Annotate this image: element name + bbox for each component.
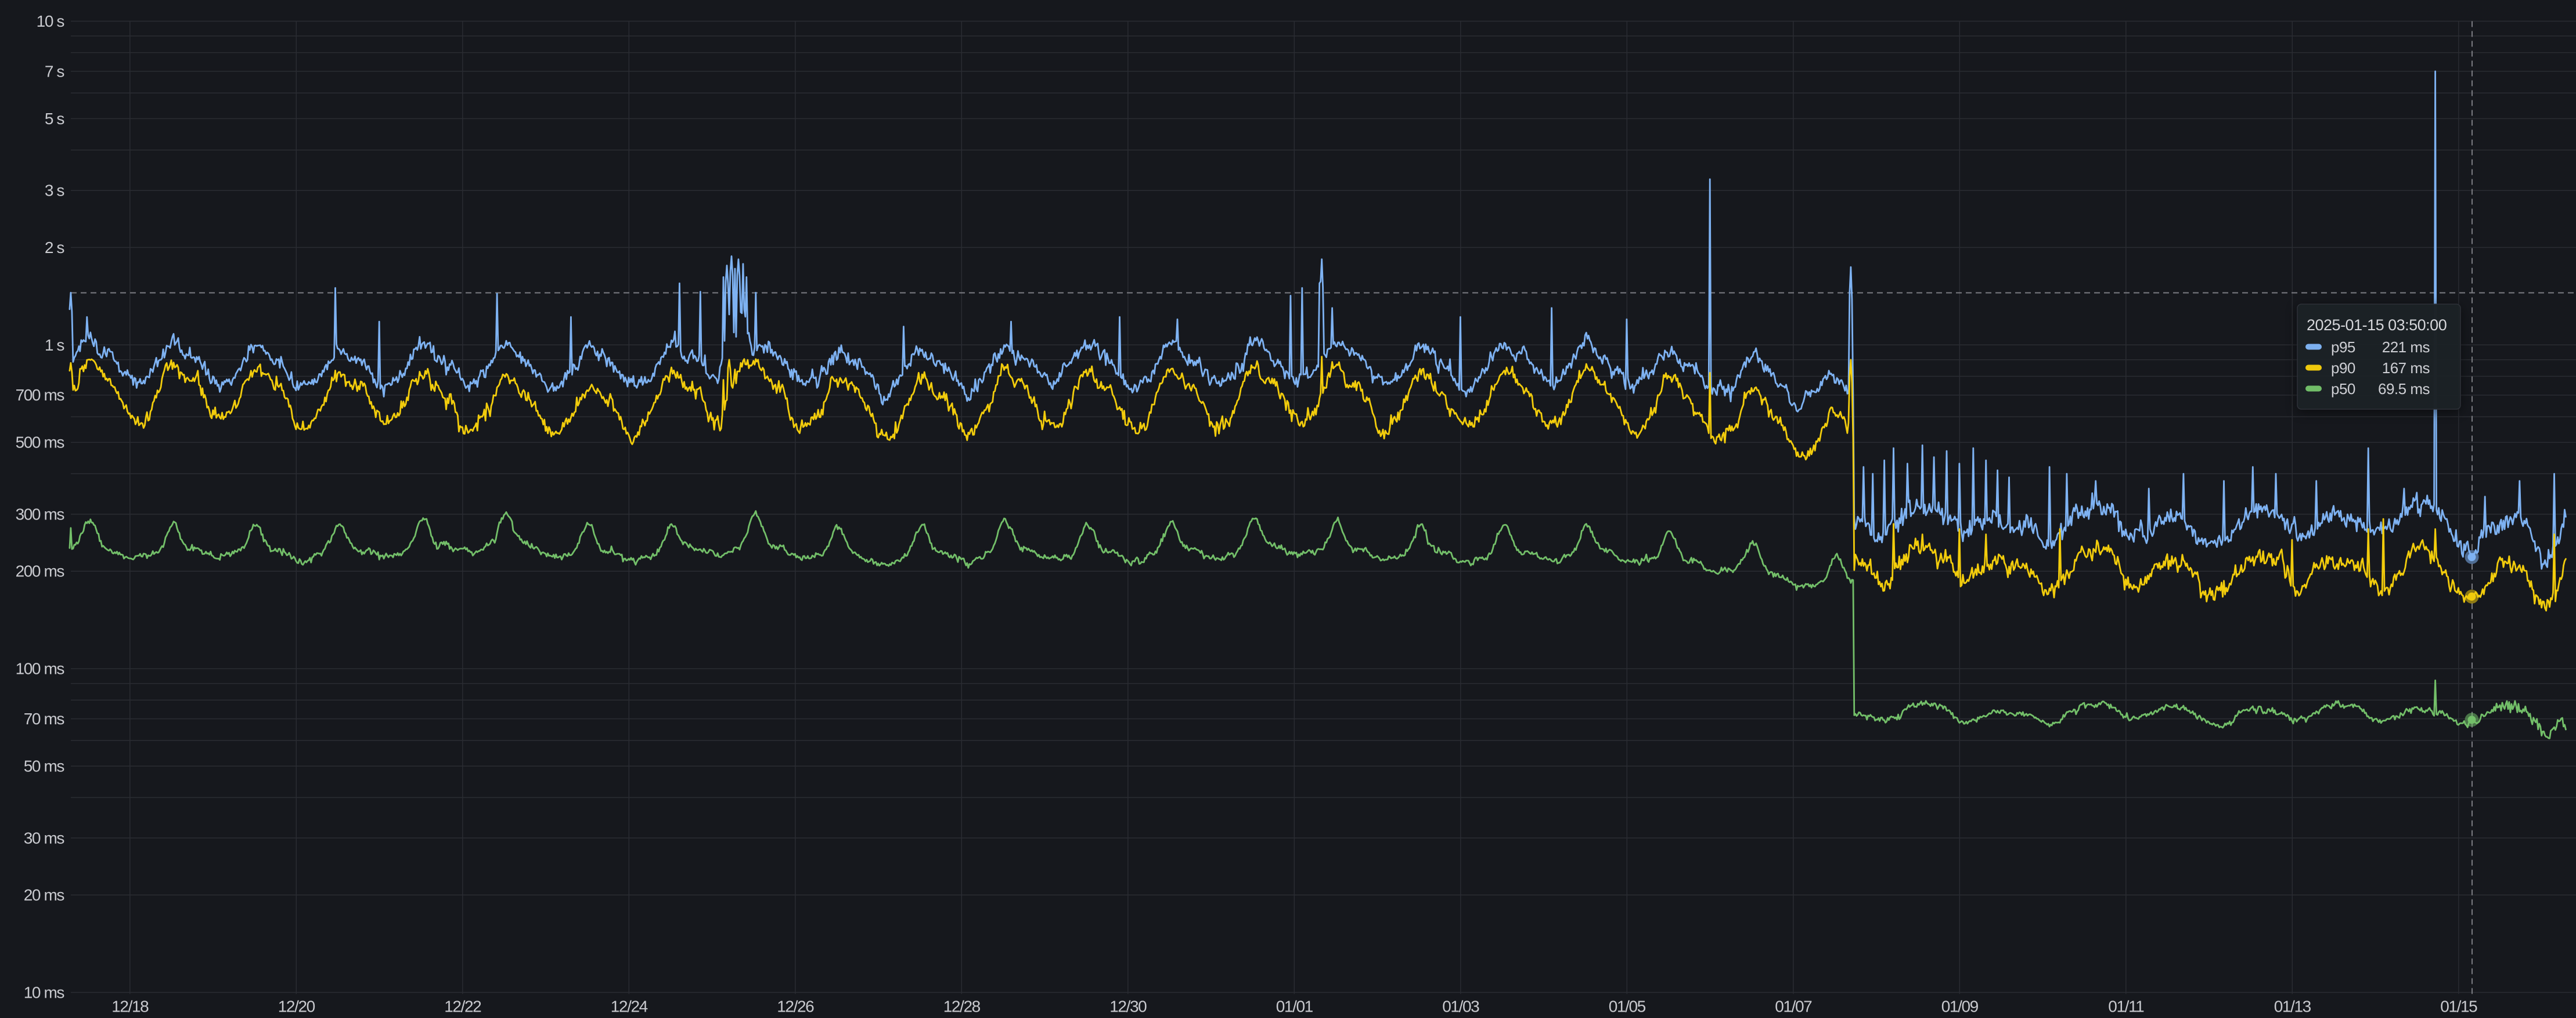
svg-text:12/20: 12/20 — [278, 998, 315, 1016]
svg-text:12/18: 12/18 — [111, 998, 149, 1016]
svg-text:2025-01-15 03:50:00: 2025-01-15 03:50:00 — [2307, 316, 2447, 334]
svg-text:01/05: 01/05 — [1609, 998, 1646, 1016]
svg-text:100 ms: 100 ms — [16, 660, 64, 678]
svg-text:01/07: 01/07 — [1775, 998, 1812, 1016]
svg-text:167 ms: 167 ms — [2382, 359, 2430, 377]
svg-text:200 ms: 200 ms — [16, 562, 64, 580]
svg-text:01/01: 01/01 — [1276, 998, 1313, 1016]
svg-text:1 s: 1 s — [45, 336, 64, 354]
svg-text:69.5 ms: 69.5 ms — [2378, 380, 2430, 398]
svg-text:300 ms: 300 ms — [16, 506, 64, 524]
svg-text:12/28: 12/28 — [943, 998, 981, 1016]
svg-text:01/13: 01/13 — [2274, 998, 2311, 1016]
svg-text:221 ms: 221 ms — [2382, 338, 2430, 356]
svg-text:01/03: 01/03 — [1442, 998, 1479, 1016]
svg-text:700 ms: 700 ms — [16, 386, 64, 404]
svg-text:70 ms: 70 ms — [24, 710, 64, 728]
svg-text:p90: p90 — [2331, 359, 2355, 377]
svg-text:p95: p95 — [2331, 338, 2355, 356]
svg-text:12/30: 12/30 — [1109, 998, 1147, 1016]
svg-text:12/22: 12/22 — [444, 998, 481, 1016]
svg-text:3 s: 3 s — [45, 182, 64, 200]
svg-text:20 ms: 20 ms — [24, 886, 64, 904]
svg-text:2 s: 2 s — [45, 239, 64, 257]
svg-text:5 s: 5 s — [45, 110, 64, 128]
svg-text:500 ms: 500 ms — [16, 434, 64, 452]
svg-text:12/26: 12/26 — [777, 998, 814, 1016]
svg-text:p50: p50 — [2331, 380, 2355, 398]
svg-text:50 ms: 50 ms — [24, 757, 64, 775]
svg-text:01/15: 01/15 — [2440, 998, 2477, 1016]
svg-text:10 s: 10 s — [37, 12, 64, 30]
svg-text:12/24: 12/24 — [611, 998, 648, 1016]
svg-text:01/09: 01/09 — [1941, 998, 1979, 1016]
svg-text:30 ms: 30 ms — [24, 829, 64, 847]
svg-text:01/11: 01/11 — [2108, 998, 2144, 1016]
svg-text:10 ms: 10 ms — [24, 983, 64, 1001]
svg-text:7 s: 7 s — [45, 62, 64, 80]
